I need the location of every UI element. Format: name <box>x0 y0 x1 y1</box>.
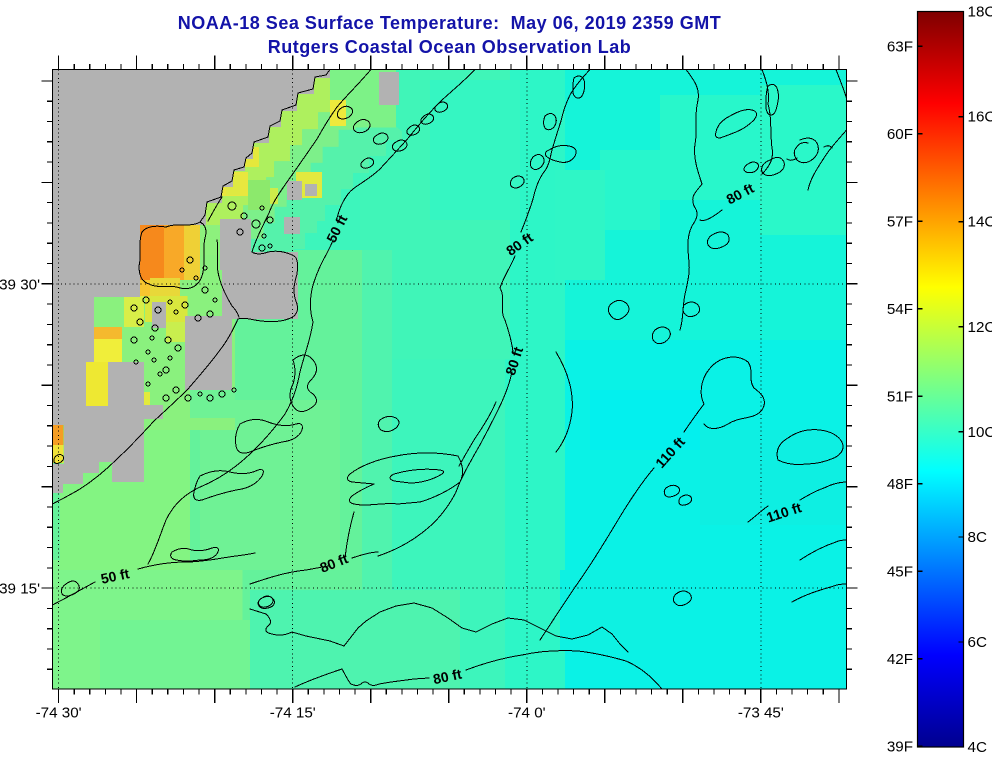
svg-text:-74 30': -74 30' <box>36 705 82 722</box>
svg-text:80 ft: 80 ft <box>432 666 464 688</box>
svg-text:45F: 45F <box>887 563 913 580</box>
svg-text:4C: 4C <box>968 739 987 756</box>
svg-text:39F: 39F <box>887 738 913 755</box>
svg-text:6C: 6C <box>968 634 987 651</box>
svg-text:39 30': 39 30' <box>0 276 40 293</box>
svg-text:18C: 18C <box>968 4 992 21</box>
svg-text:48F: 48F <box>887 476 913 493</box>
svg-text:NOAA-18 Sea Surface Temperatur: NOAA-18 Sea Surface Temperature: May 06,… <box>178 13 721 33</box>
svg-text:-74 0': -74 0' <box>508 705 546 722</box>
svg-text:10C: 10C <box>968 424 992 441</box>
svg-text:12C: 12C <box>968 319 992 336</box>
svg-text:42F: 42F <box>887 651 913 668</box>
svg-text:60F: 60F <box>887 126 913 143</box>
svg-text:51F: 51F <box>887 388 913 405</box>
svg-text:14C: 14C <box>968 214 992 231</box>
svg-text:57F: 57F <box>887 213 913 230</box>
svg-text:50 ft: 50 ft <box>99 565 131 587</box>
svg-text:54F: 54F <box>887 301 913 318</box>
svg-text:-73 45': -73 45' <box>738 705 784 722</box>
svg-text:63F: 63F <box>887 38 913 55</box>
svg-text:Rutgers Coastal Ocean Observat: Rutgers Coastal Ocean Observation Lab <box>268 37 632 57</box>
svg-text:-74 15': -74 15' <box>270 705 316 722</box>
svg-text:8C: 8C <box>968 529 987 546</box>
svg-text:39 15': 39 15' <box>0 581 40 598</box>
svg-text:16C: 16C <box>968 109 992 126</box>
